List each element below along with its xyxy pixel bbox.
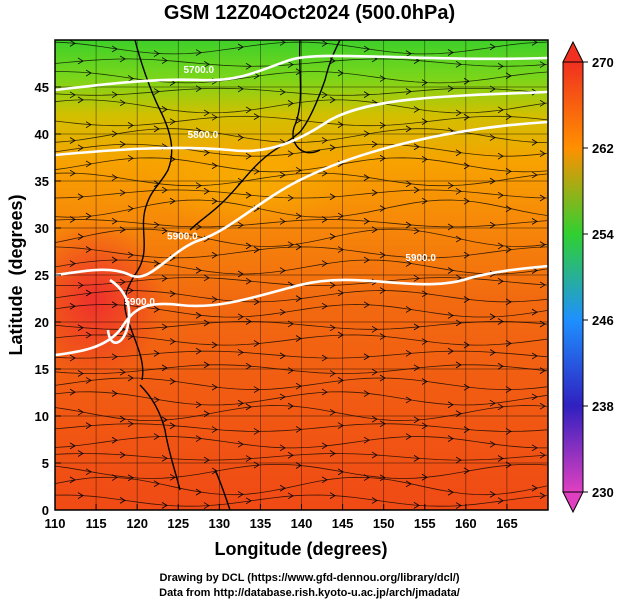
- contour-labels: 5700.0 5800.0 5900.0 5900.0 5900.0: [124, 65, 436, 308]
- grid-lines: [55, 40, 548, 510]
- colorbar-tick-label: 230: [592, 485, 614, 500]
- x-tick-label: 120: [126, 516, 148, 531]
- colorbar-tick-label: 254: [592, 227, 614, 242]
- contour-label: 5900.0: [167, 231, 198, 242]
- y-tick-label: 15: [35, 362, 49, 377]
- colorbar-tick-label: 262: [592, 141, 614, 156]
- chart-title: GSM 12Z04Oct2024 (500.0hPa): [163, 2, 456, 24]
- contour-label: 5700.0: [183, 65, 214, 76]
- x-tick-label: 110: [45, 516, 66, 531]
- x-tick-label: 165: [496, 516, 518, 531]
- x-tick-label: 130: [208, 516, 230, 531]
- colorbar-min-arrow: [562, 491, 584, 514]
- colorbar-max-arrow: [562, 40, 584, 63]
- x-tick-label: 160: [455, 516, 477, 531]
- colorbar-tick-label: 238: [592, 399, 614, 414]
- contour-label: 5800.0: [188, 130, 219, 141]
- x-axis-ticks: 110 115 120 125 130 135 140 145 150 155 160 165: [45, 504, 518, 531]
- y-axis-ticks: 0 5 10 15 20 25 30 35 40 45: [35, 80, 61, 518]
- y-tick-label: 35: [35, 174, 49, 189]
- x-tick-label: 135: [250, 516, 272, 531]
- credit-data: Data from http://database.rish.kyoto-u.a…: [159, 587, 460, 599]
- y-tick-label: 20: [35, 315, 49, 330]
- colorbar-scale: [562, 61, 584, 493]
- x-tick-label: 155: [414, 516, 436, 531]
- contour-lines: [55, 54, 548, 357]
- y-tick-label: 5: [42, 456, 49, 471]
- y-tick-label: 45: [35, 80, 49, 95]
- x-axis-label: Longitude (degrees): [214, 539, 387, 559]
- y-tick-label: 10: [35, 409, 49, 424]
- colorbar: 230 238 246 254 262 270: [562, 40, 614, 514]
- colorbar-tick-label: 270: [592, 55, 614, 70]
- credit-drawing: Drawing by DCL (https://www.gfd-dennou.o…: [159, 572, 460, 584]
- y-tick-label: 40: [35, 127, 49, 142]
- contour-label: 5900.0: [124, 297, 155, 308]
- x-tick-label: 115: [86, 516, 107, 531]
- contour-label: 5900.0: [405, 253, 436, 264]
- y-tick-label: 30: [35, 221, 49, 236]
- x-tick-label: 150: [373, 516, 395, 531]
- x-tick-label: 145: [332, 516, 354, 531]
- y-tick-label: 0: [42, 503, 49, 518]
- y-tick-label: 25: [35, 268, 49, 283]
- y-axis-label: Latitude (degrees): [6, 194, 26, 355]
- x-tick-label: 140: [291, 516, 313, 531]
- colorbar-tick-label: 246: [592, 313, 614, 328]
- x-tick-label: 125: [167, 516, 189, 531]
